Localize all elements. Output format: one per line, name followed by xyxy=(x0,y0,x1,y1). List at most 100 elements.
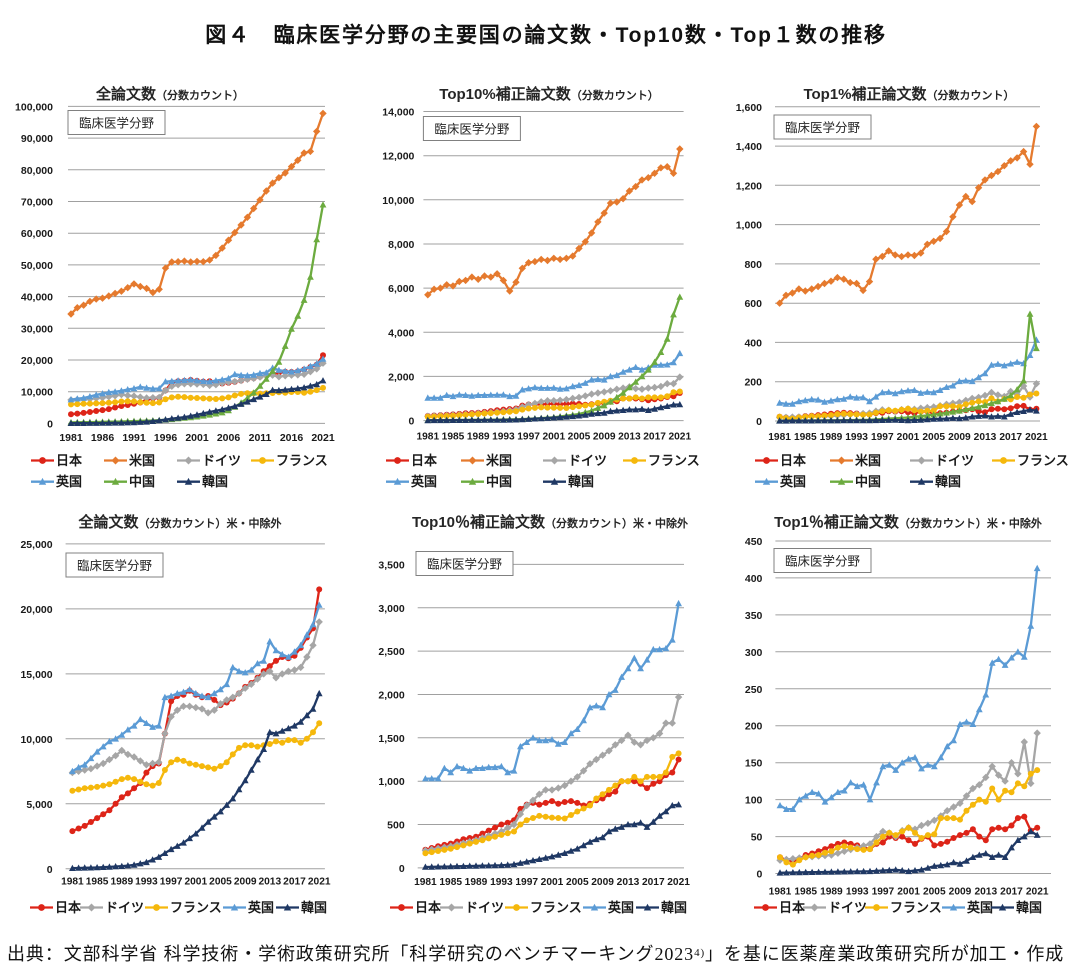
svg-text:韓国: 韓国 xyxy=(301,900,327,915)
svg-text:2005: 2005 xyxy=(923,887,946,898)
svg-text:中国: 中国 xyxy=(855,474,881,489)
svg-text:0: 0 xyxy=(399,863,405,875)
svg-text:1997: 1997 xyxy=(872,887,895,898)
svg-text:2,000: 2,000 xyxy=(378,690,404,702)
svg-text:800: 800 xyxy=(744,259,762,271)
svg-text:1991: 1991 xyxy=(122,432,146,444)
svg-text:フランス: フランス xyxy=(170,900,222,915)
svg-text:1,600: 1,600 xyxy=(736,102,762,114)
svg-text:1985: 1985 xyxy=(439,877,462,888)
svg-text:0: 0 xyxy=(757,869,763,881)
svg-text:2005: 2005 xyxy=(566,877,589,888)
svg-text:中国: 中国 xyxy=(129,474,155,489)
svg-text:日本: 日本 xyxy=(56,453,82,468)
svg-text:1986: 1986 xyxy=(91,432,115,444)
svg-text:韓国: 韓国 xyxy=(935,474,961,489)
svg-text:1981: 1981 xyxy=(414,877,437,888)
svg-text:韓国: 韓国 xyxy=(202,474,228,489)
svg-text:1997: 1997 xyxy=(517,432,540,443)
svg-text:40,000: 40,000 xyxy=(21,292,53,304)
svg-text:12,000: 12,000 xyxy=(382,151,414,163)
svg-text:0: 0 xyxy=(47,864,53,876)
svg-text:ドイツ: ドイツ xyxy=(202,453,241,468)
svg-text:50: 50 xyxy=(751,832,763,844)
svg-text:2013: 2013 xyxy=(258,877,281,888)
svg-text:2021: 2021 xyxy=(311,432,335,444)
svg-text:1,400: 1,400 xyxy=(736,141,762,153)
svg-text:2005: 2005 xyxy=(568,432,591,443)
svg-text:フランス: フランス xyxy=(530,900,582,915)
svg-text:2013: 2013 xyxy=(974,432,997,443)
svg-text:2001: 2001 xyxy=(542,432,565,443)
svg-text:4,000: 4,000 xyxy=(388,327,414,339)
svg-text:フランス: フランス xyxy=(1017,453,1069,468)
svg-text:350: 350 xyxy=(745,610,763,622)
svg-text:1997: 1997 xyxy=(871,432,894,443)
svg-text:50,000: 50,000 xyxy=(21,260,53,272)
svg-text:英国: 英国 xyxy=(55,474,82,489)
svg-text:米国: 米国 xyxy=(855,453,881,468)
svg-text:1985: 1985 xyxy=(794,887,817,898)
svg-text:2013: 2013 xyxy=(617,877,640,888)
svg-text:韓国: 韓国 xyxy=(661,900,687,915)
svg-text:3,000: 3,000 xyxy=(378,603,404,615)
svg-text:図４ 臨床医学分野の主要国の論文数・Top10数・Top１数: 図４ 臨床医学分野の主要国の論文数・Top10数・Top１数の推移 xyxy=(205,23,887,47)
svg-text:30,000: 30,000 xyxy=(21,323,53,335)
svg-text:日本: 日本 xyxy=(55,900,81,915)
svg-text:2005: 2005 xyxy=(922,432,945,443)
svg-text:Top10%補正論文数（分数カウント）: Top10%補正論文数（分数カウント） xyxy=(439,85,658,103)
svg-text:1985: 1985 xyxy=(794,432,817,443)
svg-text:1989: 1989 xyxy=(820,432,843,443)
svg-text:1989: 1989 xyxy=(820,887,843,898)
svg-text:中国: 中国 xyxy=(486,474,512,489)
svg-text:2001: 2001 xyxy=(897,887,920,898)
svg-text:2,000: 2,000 xyxy=(388,371,414,383)
svg-text:2013: 2013 xyxy=(974,887,997,898)
svg-text:400: 400 xyxy=(744,337,762,349)
svg-text:2017: 2017 xyxy=(1000,887,1023,898)
svg-text:1989: 1989 xyxy=(465,877,488,888)
svg-text:2017: 2017 xyxy=(999,432,1022,443)
svg-text:フランス: フランス xyxy=(648,453,700,468)
svg-text:1981: 1981 xyxy=(61,877,84,888)
svg-text:70,000: 70,000 xyxy=(21,197,53,209)
svg-text:250: 250 xyxy=(745,684,763,696)
svg-text:2009: 2009 xyxy=(593,432,616,443)
svg-text:25,000: 25,000 xyxy=(20,539,52,551)
svg-text:出典：文部科学省 科学技術・学術政策研究所「科学研究のベンチ: 出典：文部科学省 科学技術・学術政策研究所「科学研究のベンチマーキング20234… xyxy=(7,944,1064,964)
svg-text:450: 450 xyxy=(745,536,763,548)
svg-text:200: 200 xyxy=(744,377,762,389)
svg-text:全論文数（分数カウント）: 全論文数（分数カウント） xyxy=(95,85,244,103)
svg-text:1,500: 1,500 xyxy=(378,733,404,745)
svg-text:日本: 日本 xyxy=(779,900,805,915)
svg-text:臨床医学分野: 臨床医学分野 xyxy=(785,554,861,569)
svg-text:Top1％補正論文数（分数カウント）米・中除外: Top1％補正論文数（分数カウント）米・中除外 xyxy=(774,513,1042,531)
svg-text:ドイツ: ドイツ xyxy=(465,900,504,915)
svg-text:300: 300 xyxy=(745,647,763,659)
svg-text:ドイツ: ドイツ xyxy=(828,900,867,915)
svg-text:400: 400 xyxy=(745,573,763,585)
svg-text:臨床医学分野: 臨床医学分野 xyxy=(427,557,503,572)
svg-text:2001: 2001 xyxy=(541,877,564,888)
svg-text:8,000: 8,000 xyxy=(388,239,414,251)
svg-text:英国: 英国 xyxy=(247,900,274,915)
svg-text:15,000: 15,000 xyxy=(20,669,52,681)
svg-text:1989: 1989 xyxy=(110,877,133,888)
svg-text:英国: 英国 xyxy=(607,900,634,915)
svg-text:臨床医学分野: 臨床医学分野 xyxy=(434,122,510,137)
svg-text:1,000: 1,000 xyxy=(736,220,762,232)
svg-text:2,500: 2,500 xyxy=(378,646,404,658)
svg-text:2021: 2021 xyxy=(668,432,691,443)
svg-text:10,000: 10,000 xyxy=(21,387,53,399)
svg-text:2021: 2021 xyxy=(308,877,331,888)
svg-text:100,000: 100,000 xyxy=(15,101,53,113)
svg-text:フランス: フランス xyxy=(890,900,942,915)
svg-text:2017: 2017 xyxy=(643,432,666,443)
svg-text:1993: 1993 xyxy=(492,432,515,443)
svg-text:2017: 2017 xyxy=(283,877,306,888)
svg-text:80,000: 80,000 xyxy=(21,165,53,177)
svg-text:1,200: 1,200 xyxy=(736,180,762,192)
svg-text:0: 0 xyxy=(47,418,53,430)
svg-text:2005: 2005 xyxy=(209,877,232,888)
svg-text:Top10％補正論文数（分数カウント）米・中除外: Top10％補正論文数（分数カウント）米・中除外 xyxy=(412,513,688,531)
